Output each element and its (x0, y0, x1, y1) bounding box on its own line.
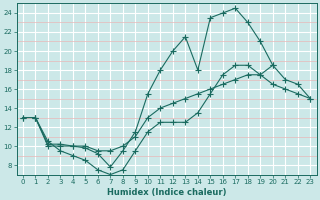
X-axis label: Humidex (Indice chaleur): Humidex (Indice chaleur) (107, 188, 226, 197)
